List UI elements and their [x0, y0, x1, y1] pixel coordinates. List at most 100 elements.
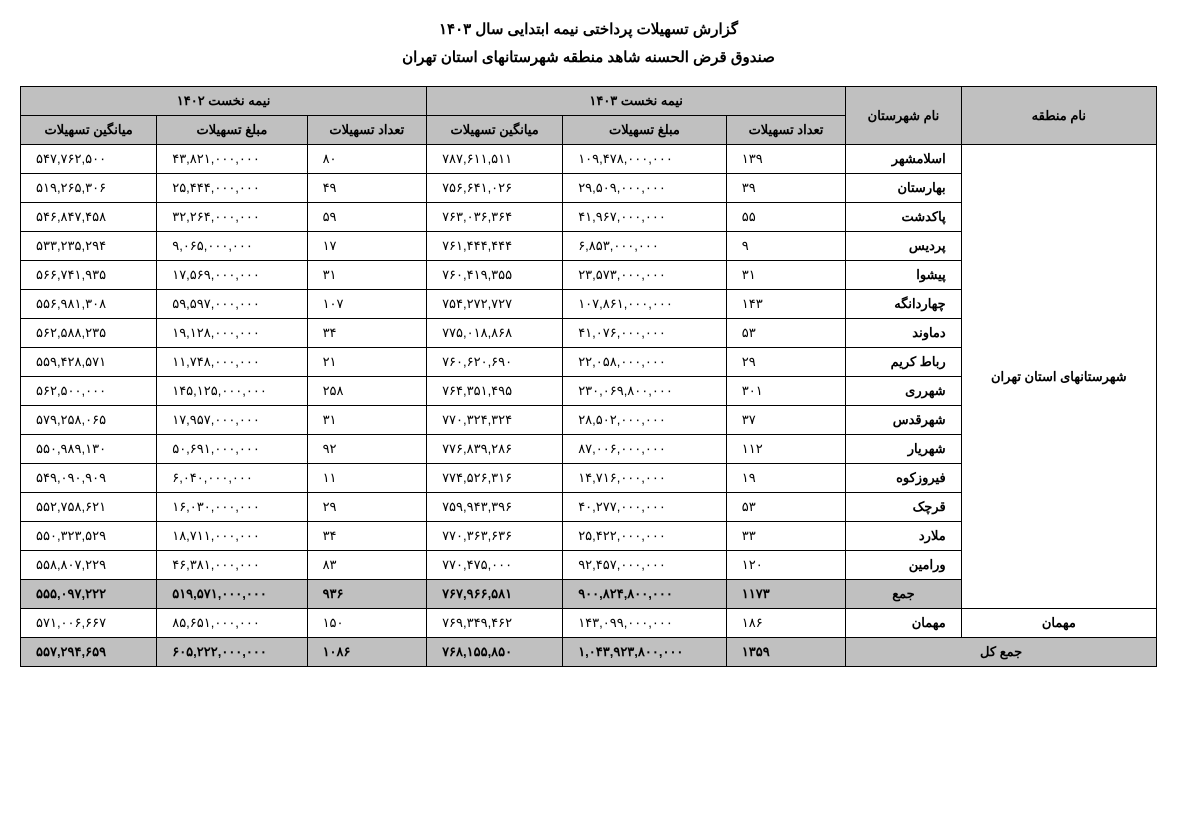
region-cell: شهرستانهای استان تهران: [961, 145, 1156, 609]
city-cell: رباط کریم: [846, 348, 961, 377]
data-cell: ۱۷,۹۵۷,۰۰۰,۰۰۰: [157, 406, 307, 435]
data-cell: ۲۵۸: [307, 377, 426, 406]
data-cell: ۱۹,۱۲۸,۰۰۰,۰۰۰: [157, 319, 307, 348]
city-cell: شهریار: [846, 435, 961, 464]
report-title-1: گزارش تسهیلات پرداختی نیمه ابتدایی سال ۱…: [20, 20, 1157, 38]
header-amount-1402: مبلغ تسهیلات: [157, 116, 307, 145]
data-cell: ۳۷: [726, 406, 845, 435]
data-cell: ۱۴۳: [726, 290, 845, 319]
data-cell: ۷۶۰,۴۱۹,۳۵۵: [427, 261, 563, 290]
data-cell: ۱۰۹,۴۷۸,۰۰۰,۰۰۰: [563, 145, 727, 174]
data-cell: ۷۷۶,۸۳۹,۲۸۶: [427, 435, 563, 464]
data-cell: ۴۱,۰۷۶,۰۰۰,۰۰۰: [563, 319, 727, 348]
city-cell: پاکدشت: [846, 203, 961, 232]
header-count-1402: تعداد تسهیلات: [307, 116, 426, 145]
data-cell: ۸۵,۶۵۱,۰۰۰,۰۰۰: [157, 609, 307, 638]
data-cell: ۱۰۸۶: [307, 638, 426, 667]
data-cell: ۵۹: [307, 203, 426, 232]
data-cell: ۹۲: [307, 435, 426, 464]
data-cell: ۷۶۷,۹۶۶,۵۸۱: [427, 580, 563, 609]
data-cell: ۱۶,۰۳۰,۰۰۰,۰۰۰: [157, 493, 307, 522]
guest-row: مهمانمهمان۱۸۶۱۴۳,۰۹۹,۰۰۰,۰۰۰۷۶۹,۳۴۹,۴۶۲۱…: [21, 609, 1157, 638]
data-cell: ۶۰۵,۲۲۲,۰۰۰,۰۰۰: [157, 638, 307, 667]
data-cell: ۹: [726, 232, 845, 261]
header-city: نام شهرستان: [846, 87, 961, 145]
header-amount-1403: مبلغ تسهیلات: [563, 116, 727, 145]
data-cell: ۱۷: [307, 232, 426, 261]
data-cell: ۳۴: [307, 522, 426, 551]
data-cell: ۷۷۰,۳۲۴,۳۲۴: [427, 406, 563, 435]
data-cell: ۵۵۸,۸۰۷,۲۲۹: [21, 551, 157, 580]
report-titles: گزارش تسهیلات پرداختی نیمه ابتدایی سال ۱…: [20, 20, 1157, 66]
data-cell: ۱۰۷,۸۶۱,۰۰۰,۰۰۰: [563, 290, 727, 319]
data-cell: ۵۳۳,۲۳۵,۲۹۴: [21, 232, 157, 261]
sum-label: جمع: [846, 580, 961, 609]
data-cell: ۵۳: [726, 493, 845, 522]
data-cell: ۳۱: [307, 406, 426, 435]
report-title-2: صندوق قرض الحسنه شاهد منطقه شهرستانهای ا…: [20, 48, 1157, 66]
data-cell: ۷۵۹,۹۴۳,۳۹۶: [427, 493, 563, 522]
facilities-table: نام منطقه نام شهرستان نیمه نخست ۱۴۰۳ نیم…: [20, 86, 1157, 667]
data-cell: ۴۱,۹۶۷,۰۰۰,۰۰۰: [563, 203, 727, 232]
data-cell: ۵۵: [726, 203, 845, 232]
data-cell: ۷۸۷,۶۱۱,۵۱۱: [427, 145, 563, 174]
data-cell: ۳۰۱: [726, 377, 845, 406]
data-cell: ۳۱: [726, 261, 845, 290]
header-period-1403: نیمه نخست ۱۴۰۳: [427, 87, 846, 116]
header-average-1402: میانگین تسهیلات: [21, 116, 157, 145]
data-cell: ۵۶۲,۵۸۸,۲۳۵: [21, 319, 157, 348]
data-cell: ۵۴۷,۷۶۲,۵۰۰: [21, 145, 157, 174]
city-cell: پیشوا: [846, 261, 961, 290]
city-cell: دماوند: [846, 319, 961, 348]
table-body: شهرستانهای استان تهراناسلامشهر۱۳۹۱۰۹,۴۷۸…: [21, 145, 1157, 667]
city-cell: شهرری: [846, 377, 961, 406]
header-period-1402: نیمه نخست ۱۴۰۲: [21, 87, 427, 116]
guest-city-cell: مهمان: [846, 609, 961, 638]
data-cell: ۲۹,۵۰۹,۰۰۰,۰۰۰: [563, 174, 727, 203]
data-cell: ۳۹: [726, 174, 845, 203]
data-cell: ۱۵۰: [307, 609, 426, 638]
data-cell: ۹۰۰,۸۲۴,۸۰۰,۰۰۰: [563, 580, 727, 609]
data-cell: ۱۲۰: [726, 551, 845, 580]
data-cell: ۵۹,۵۹۷,۰۰۰,۰۰۰: [157, 290, 307, 319]
data-cell: ۷۶۱,۴۴۴,۴۴۴: [427, 232, 563, 261]
data-cell: ۵۵۰,۳۲۳,۵۲۹: [21, 522, 157, 551]
data-cell: ۲۳۰,۰۶۹,۸۰۰,۰۰۰: [563, 377, 727, 406]
data-cell: ۷۶۹,۳۴۹,۴۶۲: [427, 609, 563, 638]
data-cell: ۴۹: [307, 174, 426, 203]
data-cell: ۶,۸۵۳,۰۰۰,۰۰۰: [563, 232, 727, 261]
data-cell: ۱۷,۵۶۹,۰۰۰,۰۰۰: [157, 261, 307, 290]
data-cell: ۲۹: [726, 348, 845, 377]
data-cell: ۳۴: [307, 319, 426, 348]
data-cell: ۷۶۴,۳۵۱,۴۹۵: [427, 377, 563, 406]
data-cell: ۷۵۶,۶۴۱,۰۲۶: [427, 174, 563, 203]
data-cell: ۵۱۹,۲۶۵,۳۰۶: [21, 174, 157, 203]
total-label: جمع کل: [846, 638, 1157, 667]
data-cell: ۲۹: [307, 493, 426, 522]
city-cell: ملارد: [846, 522, 961, 551]
data-cell: ۴۰,۲۷۷,۰۰۰,۰۰۰: [563, 493, 727, 522]
data-cell: ۹۳۶: [307, 580, 426, 609]
data-cell: ۴۶,۳۸۱,۰۰۰,۰۰۰: [157, 551, 307, 580]
data-cell: ۸۷,۰۰۶,۰۰۰,۰۰۰: [563, 435, 727, 464]
header-average-1403: میانگین تسهیلات: [427, 116, 563, 145]
data-cell: ۹,۰۶۵,۰۰۰,۰۰۰: [157, 232, 307, 261]
data-cell: ۸۰: [307, 145, 426, 174]
data-cell: ۹۲,۴۵۷,۰۰۰,۰۰۰: [563, 551, 727, 580]
table-row: شهرستانهای استان تهراناسلامشهر۱۳۹۱۰۹,۴۷۸…: [21, 145, 1157, 174]
data-cell: ۱۸۶: [726, 609, 845, 638]
data-cell: ۵۰,۶۹۱,۰۰۰,۰۰۰: [157, 435, 307, 464]
data-cell: ۷۵۴,۲۷۲,۷۲۷: [427, 290, 563, 319]
data-cell: ۸۳: [307, 551, 426, 580]
data-cell: ۷۶۳,۰۳۶,۳۶۴: [427, 203, 563, 232]
guest-region-cell: مهمان: [961, 609, 1156, 638]
data-cell: ۵۶۲,۵۰۰,۰۰۰: [21, 377, 157, 406]
data-cell: ۷۷۰,۳۶۳,۶۳۶: [427, 522, 563, 551]
data-cell: ۵۷۱,۰۰۶,۶۶۷: [21, 609, 157, 638]
data-cell: ۷۷۰,۴۷۵,۰۰۰: [427, 551, 563, 580]
data-cell: ۱۳۵۹: [726, 638, 845, 667]
data-cell: ۱,۰۴۳,۹۲۳,۸۰۰,۰۰۰: [563, 638, 727, 667]
data-cell: ۴۳,۸۲۱,۰۰۰,۰۰۰: [157, 145, 307, 174]
header-count-1403: تعداد تسهیلات: [726, 116, 845, 145]
data-cell: ۲۳,۵۷۳,۰۰۰,۰۰۰: [563, 261, 727, 290]
